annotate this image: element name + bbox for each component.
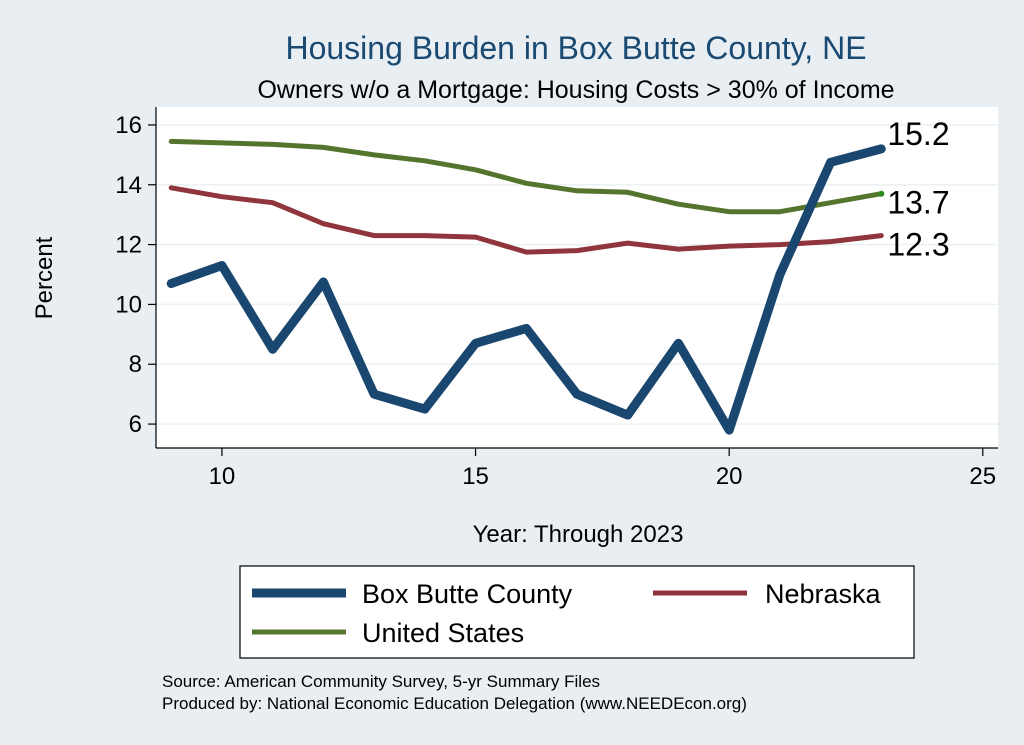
legend-label-box-butte: Box Butte County (362, 579, 573, 609)
series-line-nebraska (168, 185, 884, 255)
y-axis-title: Percent (31, 236, 58, 319)
x-tick-label: 10 (209, 463, 236, 490)
chart-title: Housing Burden in Box Butte County, NE (285, 30, 866, 66)
series-line-box-butte-county (166, 144, 886, 435)
end-label-nebraska: 12.3 (887, 227, 949, 263)
y-tick-label: 14 (115, 172, 142, 199)
legend-box (239, 565, 915, 659)
series-line-united-states (168, 138, 884, 215)
end-label-box-butte-county: 15.2 (887, 116, 949, 152)
end-labels: 15.2 12.3 13.7 (887, 116, 949, 263)
end-point-marker-united-states (878, 190, 885, 197)
x-axis-title: Year: Through 2023 (473, 521, 684, 548)
y-tick-label: 8 (129, 351, 142, 378)
y-tick-label: 12 (115, 232, 142, 259)
x-tick-label: 20 (716, 463, 743, 490)
produced-by-line: Produced by: National Economic Education… (162, 694, 747, 713)
y-tick-label: 10 (115, 291, 142, 318)
grid-lines (156, 124, 998, 425)
y-tick-label: 6 (129, 411, 142, 438)
series-lines (166, 138, 886, 435)
end-label-united-states: 13.7 (887, 185, 949, 221)
legend-label-united-states: United States (362, 618, 524, 648)
x-tick-label: 25 (969, 463, 996, 490)
x-tick-label: 15 (462, 463, 489, 490)
source-line: Source: American Community Survey, 5-yr … (162, 672, 600, 691)
chart-subtitle: Owners w/o a Mortgage: Housing Costs > 3… (257, 76, 894, 104)
y-tick-label: 16 (115, 112, 142, 139)
legend-label-nebraska: Nebraska (765, 579, 882, 609)
axes: 6 8 10 12 14 16 10 15 20 25 (115, 107, 998, 490)
